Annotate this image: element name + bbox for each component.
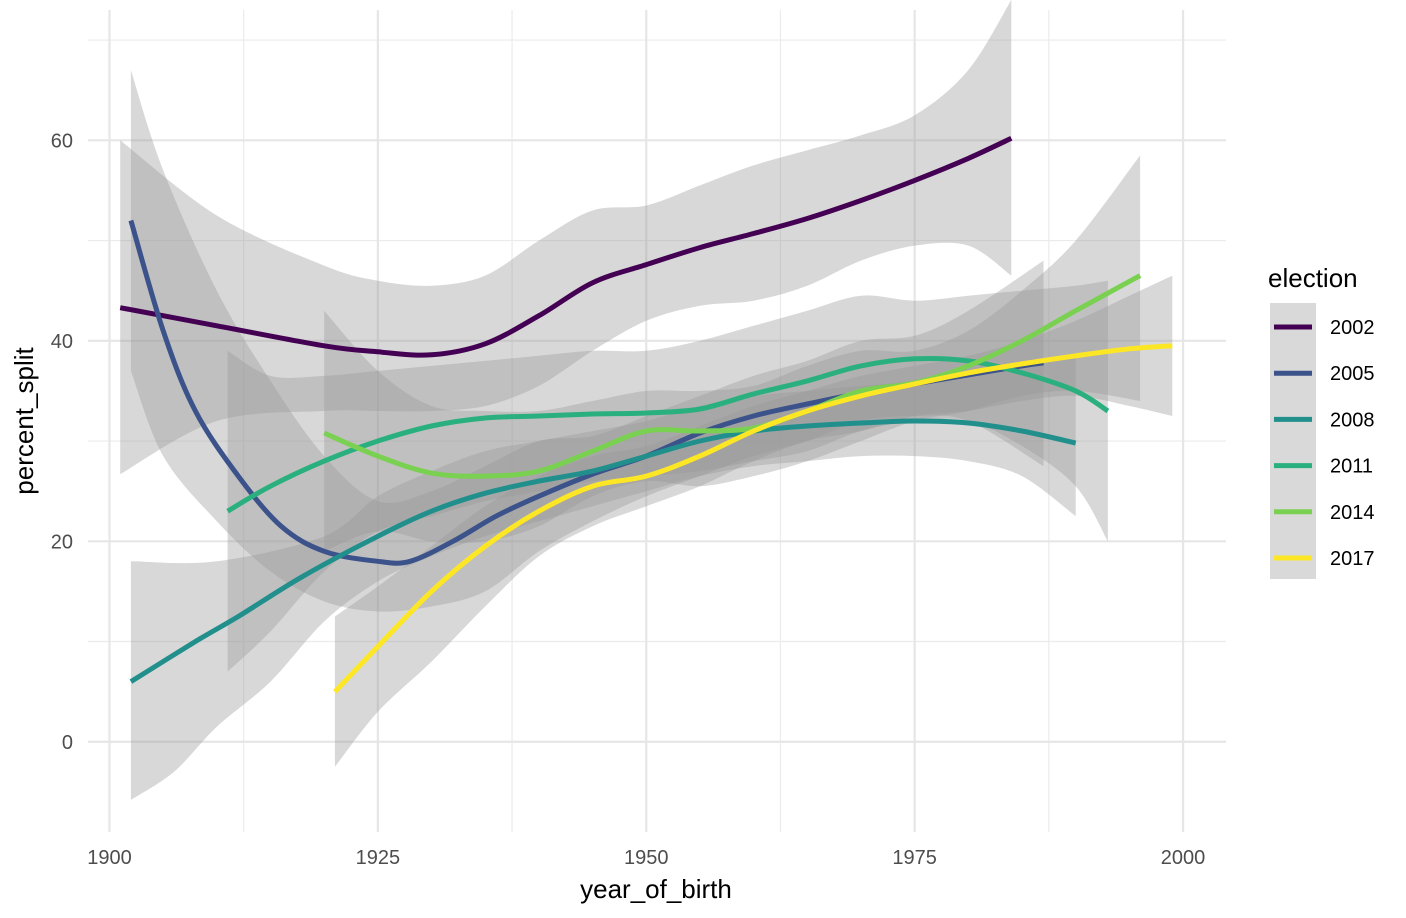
legend-entries: 2002 2005 2008 2011 2014 2017 — [1274, 317, 1375, 570]
y-axis-title: percent_split — [9, 347, 39, 495]
legend-label-2002: 2002 — [1330, 317, 1375, 339]
legend-label-2005: 2005 — [1330, 363, 1375, 385]
ribbon-2005 — [130, 70, 1044, 612]
x-tick-label: 1925 — [356, 847, 401, 869]
x-tick-label: 1950 — [624, 847, 669, 869]
y-tick-label: 40 — [51, 331, 73, 353]
legend-label-2014: 2014 — [1330, 502, 1375, 524]
legend-title: election — [1268, 263, 1358, 293]
series-line-2002 — [119, 136, 1013, 358]
legend-label-2008: 2008 — [1330, 409, 1375, 431]
series-line-2014 — [323, 273, 1142, 479]
y-tick-label: 0 — [62, 732, 73, 754]
series-line-2017 — [333, 343, 1173, 694]
y-tick-label: 60 — [51, 130, 73, 152]
ribbon-2014 — [324, 155, 1141, 552]
legend-key-background — [1270, 303, 1316, 579]
legend: election 2002 2005 2008 2011 2014 2017 — [1268, 263, 1375, 579]
x-tick-label: 1975 — [892, 847, 937, 869]
series-line-2008 — [129, 418, 1077, 684]
x-axis-ticks: 1900 1925 1950 1975 2000 — [87, 847, 1205, 869]
confidence-ribbons — [120, 0, 1173, 800]
ribbon-2002 — [120, 0, 1012, 475]
minor-grid — [88, 10, 1226, 832]
major-grid — [88, 10, 1226, 832]
legend-label-2017: 2017 — [1330, 548, 1375, 570]
series-lines — [119, 136, 1173, 694]
legend-label-2011: 2011 — [1330, 456, 1373, 478]
x-axis-title: year_of_birth — [580, 874, 732, 904]
x-tick-label: 2000 — [1161, 847, 1206, 869]
ribbon-2011 — [227, 280, 1108, 672]
x-tick-label: 1900 — [87, 847, 132, 869]
y-tick-label: 20 — [51, 531, 73, 553]
ribbon-2017 — [334, 275, 1173, 767]
y-axis-ticks: 0 20 40 60 — [51, 130, 73, 753]
